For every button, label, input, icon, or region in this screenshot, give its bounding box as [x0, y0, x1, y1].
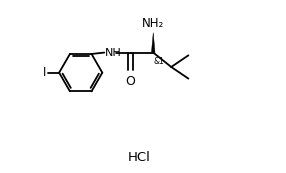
- Text: HCl: HCl: [127, 151, 150, 164]
- Text: &1: &1: [154, 57, 164, 66]
- Text: NH: NH: [105, 48, 122, 58]
- Text: NH₂: NH₂: [142, 17, 164, 30]
- Text: I: I: [43, 66, 46, 79]
- Text: O: O: [126, 75, 136, 88]
- Polygon shape: [152, 33, 155, 53]
